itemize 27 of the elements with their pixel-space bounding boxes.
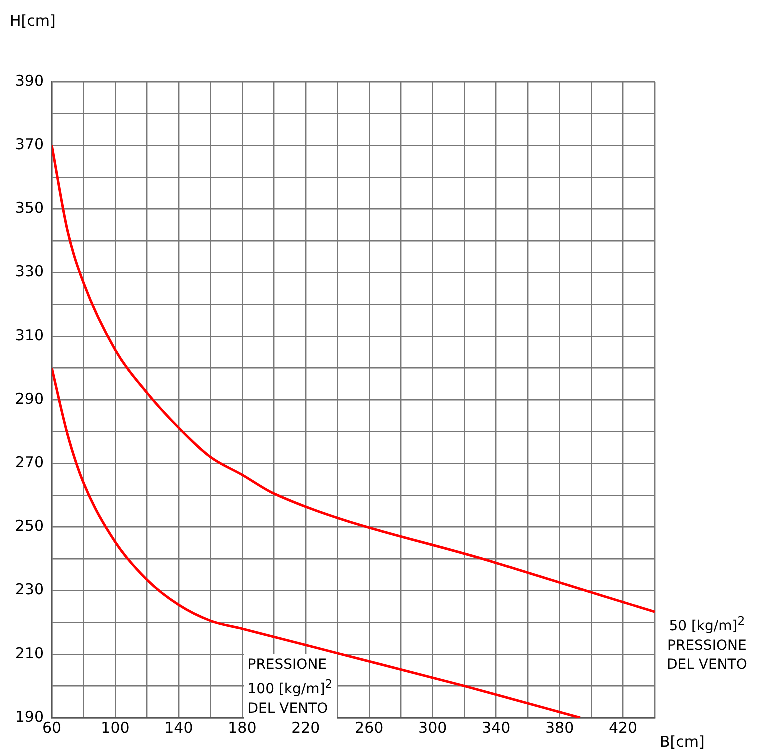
- y-axis-title: H[cm]: [10, 12, 56, 30]
- line-series: [52, 366, 582, 718]
- x-tick-label: 420: [608, 718, 638, 737]
- y-tick-label: 250: [15, 517, 44, 536]
- y-tick-label: 290: [15, 390, 44, 408]
- y-tick-label: 390: [15, 72, 44, 90]
- x-tick-label: 260: [355, 718, 384, 737]
- y-tick-label: 190: [15, 708, 44, 726]
- x-tick-label: 340: [482, 718, 511, 737]
- x-tick-label: 60: [42, 718, 62, 737]
- x-tick-label: 380: [545, 718, 574, 737]
- y-tick-label: 230: [15, 580, 44, 599]
- y-tick-label: 270: [15, 453, 44, 472]
- series-label: PRESSIONE 100 [kg/m]$^{2}$ DEL VENTO: [244, 654, 337, 721]
- x-axis-title: B[cm]: [660, 733, 705, 751]
- x-tick-label: 100: [101, 718, 130, 737]
- x-tick-label: 300: [418, 718, 448, 737]
- x-tick-label: 180: [228, 718, 257, 737]
- x-tick-label: 140: [164, 718, 194, 737]
- x-tick-label: 220: [292, 718, 320, 737]
- y-tick-label: 350: [15, 199, 44, 218]
- y-tick-label: 370: [15, 135, 44, 154]
- y-tick-label: 210: [15, 644, 44, 662]
- series-label: 50 [kg/m]$^{2}$ PRESSIONE DEL VENTO: [667, 613, 748, 675]
- y-tick-label: 310: [15, 326, 44, 344]
- line-series: [52, 144, 655, 614]
- y-tick-label: 330: [15, 262, 44, 281]
